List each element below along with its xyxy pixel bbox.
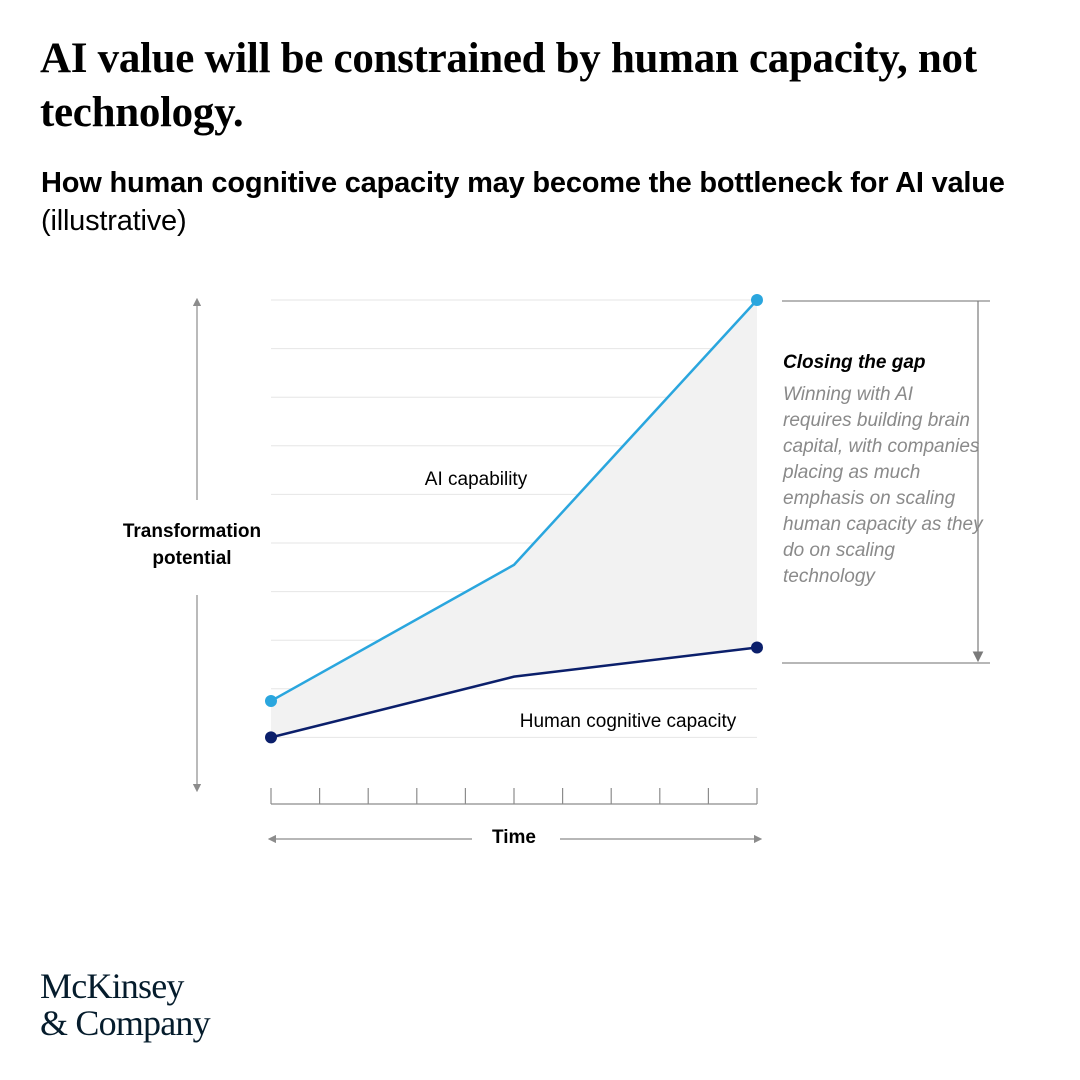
point-human-cognitive-capacity-start [265, 731, 277, 744]
annotation-body: Winning with AI requires building brain … [783, 384, 983, 587]
annotation-title: Closing the gap [783, 352, 926, 373]
gap-shaded-area [271, 300, 757, 738]
logo-line-1: McKinsey [40, 966, 184, 1006]
subtitle-main: How human cognitive capacity may become … [41, 167, 1005, 199]
headline: AI value will be constrained by human ca… [40, 35, 977, 136]
gridlines [271, 299, 757, 738]
series-line-human-cognitive-capacity [270, 646, 758, 739]
series-label-ai-capability: AI capability [425, 469, 528, 490]
subtitle: How human cognitive capacity may become … [41, 164, 1041, 240]
x-axis-ticks [270, 788, 758, 805]
series-line-ai-capability [270, 299, 758, 703]
y-axis-label: Transformation potential [123, 521, 261, 569]
point-ai-capability-start [265, 694, 277, 707]
subtitle-qualifier: (illustrative) [41, 205, 187, 237]
mckinsey-logo: McKinsey & Company [40, 966, 211, 1043]
point-ai-capability-end [751, 294, 763, 306]
logo-line-2: & Company [40, 1003, 211, 1043]
series-points [265, 294, 763, 744]
x-axis-label: Time [492, 827, 536, 848]
point-human-cognitive-capacity-end [751, 641, 763, 654]
series-label-human-cognitive-capacity: Human cognitive capacity [520, 711, 737, 732]
gap-annotation: Closing the gap Winning with AI requires… [783, 350, 983, 590]
